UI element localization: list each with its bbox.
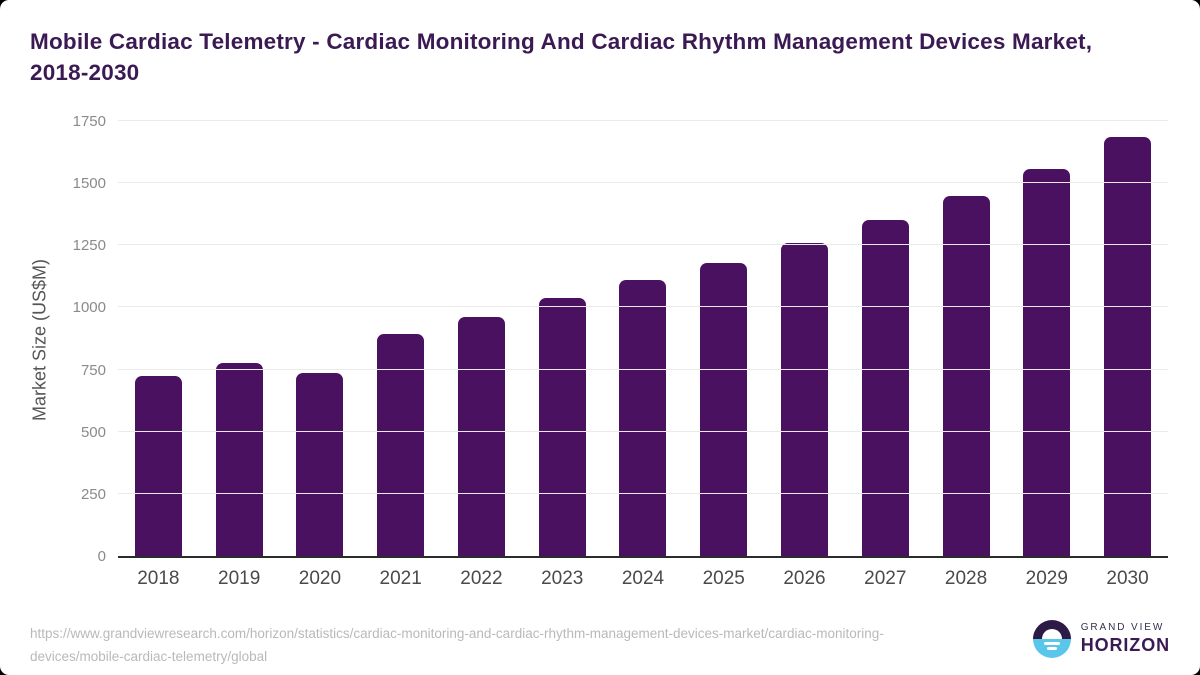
x-label-2030: 2030 xyxy=(1106,568,1149,589)
x-label-2022: 2022 xyxy=(460,568,503,589)
bar-slot-2025 xyxy=(683,123,764,556)
x-label-2019: 2019 xyxy=(218,568,261,589)
gridline-1250 xyxy=(118,244,1168,246)
logo-wordmark: GRAND VIEW HORIZON xyxy=(1081,622,1170,656)
bar-slot-2019 xyxy=(199,123,280,556)
bar-2028 xyxy=(942,195,990,556)
y-tick-1500: 1500 xyxy=(72,175,106,193)
gridline-750 xyxy=(118,368,1168,370)
x-label-2020: 2020 xyxy=(298,568,342,589)
bar-slot-2029 xyxy=(1006,123,1087,556)
y-tick-0: 0 xyxy=(97,548,106,565)
gridline-1000 xyxy=(118,306,1168,308)
bar-slot-2021 xyxy=(360,123,441,556)
bar-2022 xyxy=(457,317,505,556)
x-label-2018: 2018 xyxy=(137,568,180,589)
bar-2025 xyxy=(700,262,748,556)
logo-horizon-text: HORIZON xyxy=(1080,635,1170,655)
gridline-250 xyxy=(118,492,1168,494)
gridline-500 xyxy=(118,430,1168,432)
x-label-2023: 2023 xyxy=(541,568,584,589)
y-tick-250: 250 xyxy=(80,485,106,503)
bar-series xyxy=(118,123,1168,556)
bar-2019 xyxy=(215,363,263,556)
bar-slot-2030 xyxy=(1087,123,1168,556)
bar-slot-2023 xyxy=(522,123,603,556)
bar-2024 xyxy=(619,280,667,556)
sunrise-logo-icon xyxy=(1032,620,1071,658)
y-tick-1000: 1000 xyxy=(72,299,106,317)
x-label-2025: 2025 xyxy=(702,568,745,589)
bar-2029 xyxy=(1023,169,1071,556)
x-label-2024: 2024 xyxy=(621,568,665,589)
logo-reflection-line-1 xyxy=(1043,641,1060,645)
bar-slot-2027 xyxy=(845,123,926,556)
y-tick-750: 750 xyxy=(80,361,106,379)
x-label-2028: 2028 xyxy=(944,568,988,589)
y-axis-ticks: 0 250 500 750 1000 1250 1500 1750 xyxy=(0,113,106,565)
x-label-2021: 2021 xyxy=(379,568,422,589)
y-tick-1250: 1250 xyxy=(72,237,106,255)
bar-2023 xyxy=(538,297,586,556)
bar-slot-2028 xyxy=(926,123,1007,556)
bar-slot-2024 xyxy=(603,123,684,556)
chart-title: Mobile Cardiac Telemetry - Cardiac Monit… xyxy=(30,29,1093,85)
logo-sun-shape xyxy=(1041,629,1062,639)
bar-2021 xyxy=(377,333,425,556)
plot-area xyxy=(118,120,1168,558)
bar-slot-2020 xyxy=(280,123,361,556)
bar-slot-2018 xyxy=(118,123,199,556)
gridline-1500 xyxy=(118,182,1168,184)
bar-2030 xyxy=(1104,137,1152,556)
x-axis-labels: 2018 2019 2020 2021 2022 2023 2024 2025 2026 2027… xyxy=(118,568,1168,590)
logo-reflection-line-2 xyxy=(1046,647,1057,650)
bar-slot-2022 xyxy=(441,123,522,556)
x-label-2027: 2027 xyxy=(864,568,907,589)
x-label-2029: 2029 xyxy=(1025,568,1068,589)
x-label-2026: 2026 xyxy=(783,568,826,589)
bar-2018 xyxy=(134,375,182,556)
grand-view-horizon-logo: GRAND VIEW HORIZON xyxy=(1032,620,1170,658)
y-tick-1750: 1750 xyxy=(72,113,106,130)
bar-slot-2026 xyxy=(764,123,845,556)
logo-grand-view-text: GRAND VIEW xyxy=(1080,622,1165,633)
bar-2020 xyxy=(296,373,344,556)
bar-2026 xyxy=(781,242,828,556)
bar-2027 xyxy=(861,220,909,556)
source-url: https://www.grandviewresearch.com/horizo… xyxy=(30,626,884,664)
y-tick-500: 500 xyxy=(80,423,106,441)
gridline-1750 xyxy=(118,120,1168,121)
